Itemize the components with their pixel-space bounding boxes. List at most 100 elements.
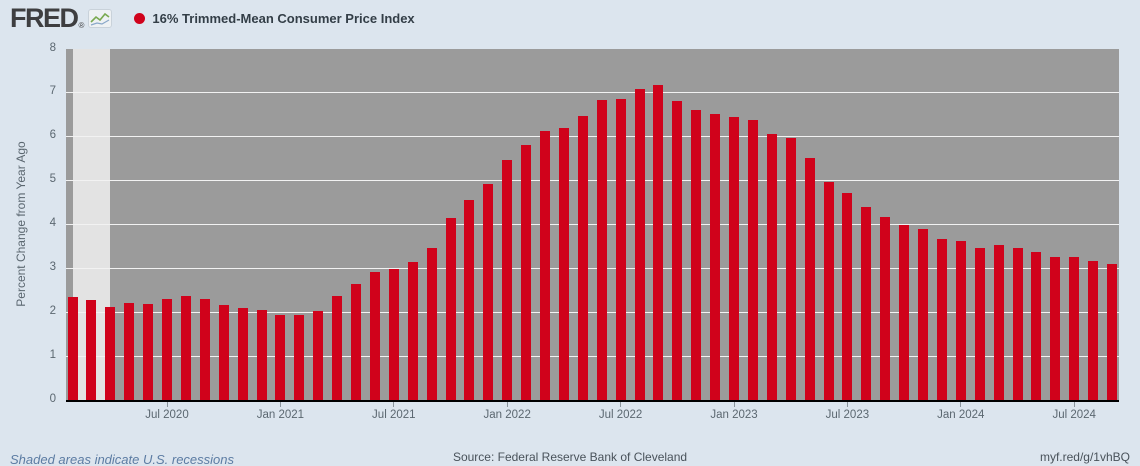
fred-logo-chart-icon: [88, 8, 113, 28]
bar-2021-09[interactable]: [426, 247, 437, 400]
x-tick-mark: [620, 402, 622, 407]
bar-2022-02[interactable]: [521, 145, 532, 400]
y-tick-label: 4: [49, 217, 56, 229]
bar-2020-05[interactable]: [124, 303, 135, 400]
x-tick-mark: [960, 402, 962, 407]
bar-2021-03[interactable]: [313, 311, 324, 400]
bar-2023-02[interactable]: [747, 120, 758, 400]
y-tick-label: 0: [49, 392, 56, 405]
bar-2023-04[interactable]: [785, 138, 796, 400]
bar-2024-01[interactable]: [955, 240, 966, 400]
bar-2022-08[interactable]: [634, 88, 645, 400]
bar-2023-07[interactable]: [842, 192, 853, 400]
bar-2020-04[interactable]: [105, 307, 116, 400]
series-marker-circle-icon: [134, 12, 146, 24]
bar-2022-04[interactable]: [558, 128, 569, 400]
y-tick-label: 2: [49, 304, 56, 317]
bar-2021-11[interactable]: [464, 200, 475, 400]
x-tick-mark: [279, 402, 281, 407]
registered-trademark-mark: ®: [78, 21, 85, 30]
y-tick-label: 6: [49, 129, 56, 142]
gridline: [66, 136, 1119, 138]
bar-2024-03[interactable]: [993, 244, 1004, 400]
bar-2023-03[interactable]: [766, 134, 777, 400]
bar-2023-05[interactable]: [804, 158, 815, 400]
bar-2023-08[interactable]: [861, 207, 872, 400]
bar-2021-08[interactable]: [407, 261, 418, 400]
bar-2024-02[interactable]: [974, 247, 985, 400]
x-tick-label: Jan 2021: [256, 409, 305, 421]
bar-2024-05[interactable]: [1031, 252, 1042, 400]
header: FRED ® 16% Trimmed-Mean Consumer Price I…: [10, 3, 415, 33]
x-tick-label: Jul 2023: [825, 409, 870, 421]
bar-2021-02[interactable]: [294, 315, 305, 400]
x-tick-mark: [393, 402, 395, 407]
bar-2020-09[interactable]: [199, 298, 210, 400]
recession-note-link[interactable]: Shaded areas indicate U.S. recessions: [10, 452, 235, 466]
x-axis-tick-labels: Jul 2020 Jan 2021 Jul 2021 Jan 2022 Jul 2022…: [66, 400, 1119, 426]
plot-area[interactable]: [66, 49, 1119, 402]
bar-2020-11[interactable]: [237, 308, 248, 400]
bar-2022-06[interactable]: [596, 100, 607, 400]
bar-2024-09[interactable]: [1107, 264, 1117, 400]
fred-logo-text: FRED: [10, 3, 79, 33]
bar-2020-02[interactable]: [67, 297, 78, 400]
bar-2020-06[interactable]: [143, 303, 154, 400]
series-legend: 16% Trimmed-Mean Consumer Price Index: [134, 10, 415, 26]
y-axis-tick-labels: 0 1 2 3 4 5 6 7 8: [6, 42, 56, 405]
bar-2021-01[interactable]: [275, 315, 286, 400]
series-title: 16% Trimmed-Mean Consumer Price Index: [152, 10, 415, 26]
bar-2023-11[interactable]: [918, 229, 928, 400]
bar-2024-04[interactable]: [1012, 247, 1023, 400]
x-tick-label: Jul 2024: [1052, 409, 1096, 421]
y-tick-label: 5: [49, 173, 56, 186]
y-tick-label: 1: [49, 348, 56, 361]
y-tick-label: 8: [49, 41, 56, 54]
bar-2022-05[interactable]: [577, 115, 588, 400]
bar-2021-07[interactable]: [388, 268, 399, 400]
bar-2021-04[interactable]: [332, 295, 343, 400]
bar-2024-08[interactable]: [1088, 261, 1099, 400]
x-tick-mark: [166, 402, 168, 407]
bar-2021-12[interactable]: [483, 183, 494, 400]
short-url-link[interactable]: myf.red/g/1vhBQ: [1039, 450, 1130, 464]
bar-2023-09[interactable]: [880, 216, 891, 400]
gridline: [66, 180, 1119, 182]
gridline: [66, 311, 1119, 313]
bar-2022-12[interactable]: [710, 114, 721, 400]
gridline: [66, 224, 1119, 225]
bar-2022-11[interactable]: [691, 110, 702, 400]
x-tick-label: Jul 2020: [145, 409, 189, 421]
x-tick-mark: [506, 402, 508, 407]
bar-2022-10[interactable]: [672, 100, 683, 400]
x-tick-mark: [733, 402, 735, 407]
bar-2022-03[interactable]: [540, 131, 550, 400]
bar-2020-07[interactable]: [162, 298, 172, 400]
bar-2023-06[interactable]: [823, 181, 834, 400]
bar-2023-01[interactable]: [729, 116, 739, 400]
bar-2020-03[interactable]: [86, 300, 97, 400]
x-tick-label: Jan 2023: [710, 409, 758, 421]
x-tick-label: Jul 2022: [598, 409, 643, 421]
y-tick-label: 7: [49, 85, 56, 98]
bar-2022-01[interactable]: [502, 160, 513, 400]
bar-2021-05[interactable]: [351, 284, 361, 400]
bar-2022-07[interactable]: [615, 99, 626, 400]
bar-2024-06[interactable]: [1050, 256, 1061, 400]
bar-2020-10[interactable]: [218, 305, 229, 400]
gridline: [66, 355, 1119, 357]
x-axis-line: [66, 400, 1119, 402]
y-tick-label: 3: [49, 260, 56, 273]
bar-2024-07[interactable]: [1069, 257, 1080, 400]
bar-2023-10[interactable]: [899, 224, 910, 400]
bar-2022-09[interactable]: [653, 85, 664, 400]
bar-2023-12[interactable]: [936, 238, 947, 400]
bar-2020-12[interactable]: [256, 309, 267, 400]
bar-2021-10[interactable]: [445, 218, 456, 400]
bar-2021-06[interactable]: [369, 271, 380, 400]
gridline: [66, 92, 1119, 94]
bar-2020-08[interactable]: [180, 295, 191, 400]
x-tick-label: Jul 2021: [372, 409, 416, 421]
fred-logo[interactable]: FRED ®: [10, 3, 113, 33]
